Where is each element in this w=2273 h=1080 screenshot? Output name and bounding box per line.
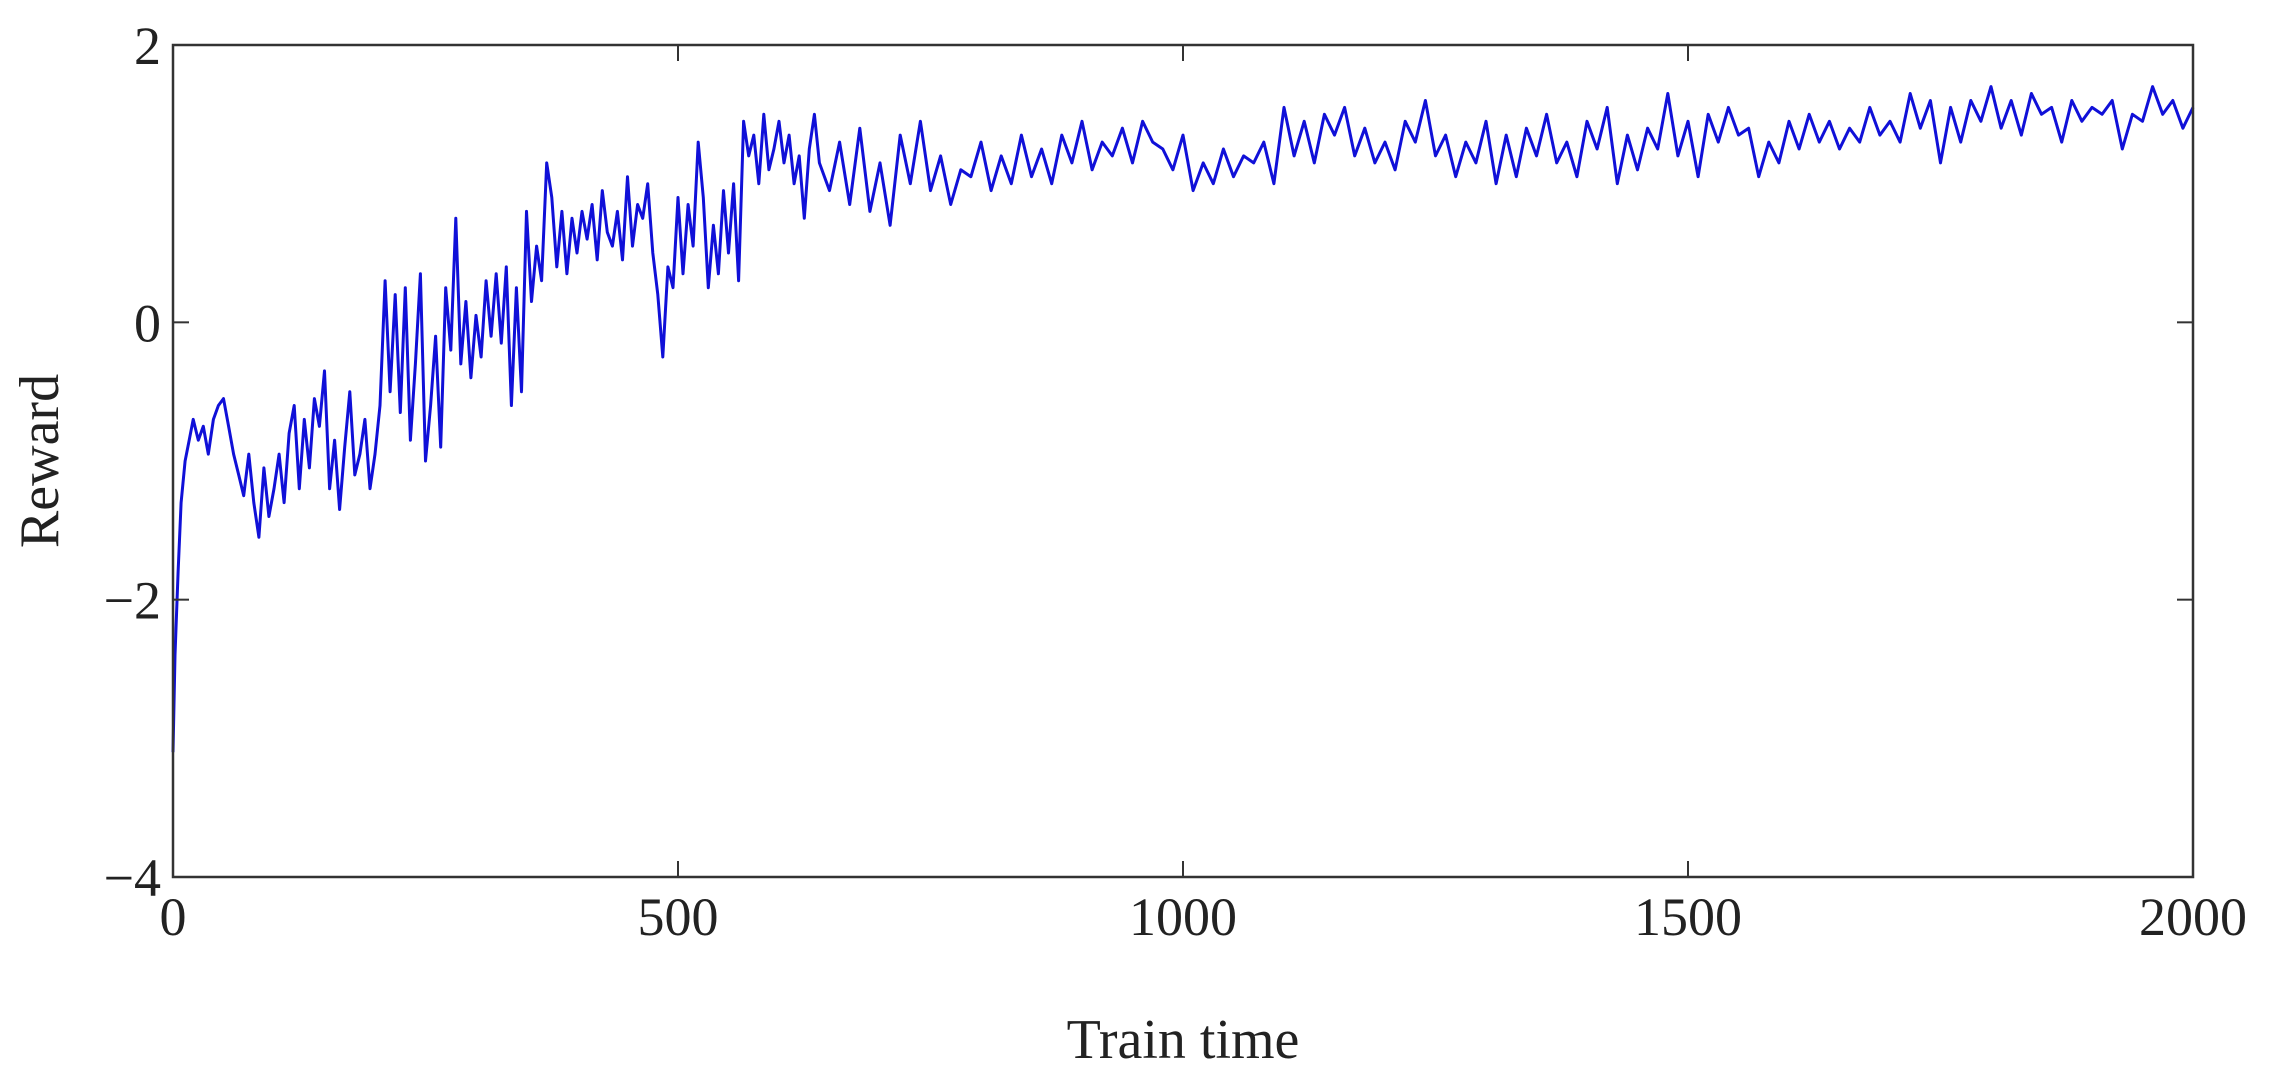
x-tick-label-2000: 2000 [2139,887,2247,947]
axes-frame [171,43,2195,879]
plot-area [171,85,2195,753]
x-tick-label-0: 0 [160,887,187,947]
y-axis-title: Reward [9,374,71,548]
x-axis-title: Train time [1067,1009,1300,1071]
y-tick-label--2: −2 [104,571,161,631]
reward-series-line-0 [171,85,2195,753]
y-tick-label-0: 0 [134,293,161,353]
x-tick-label-1500: 1500 [1634,887,1742,947]
x-tick-label-1000: 1000 [1129,887,1237,947]
axis-ticks: 0 500 1000 1500 2000 −4 −2 0 2 [104,16,2247,947]
y-tick-label-2: 2 [134,16,161,76]
x-tick-label-500: 500 [638,887,719,947]
y-tick-label--4: −4 [104,848,161,908]
